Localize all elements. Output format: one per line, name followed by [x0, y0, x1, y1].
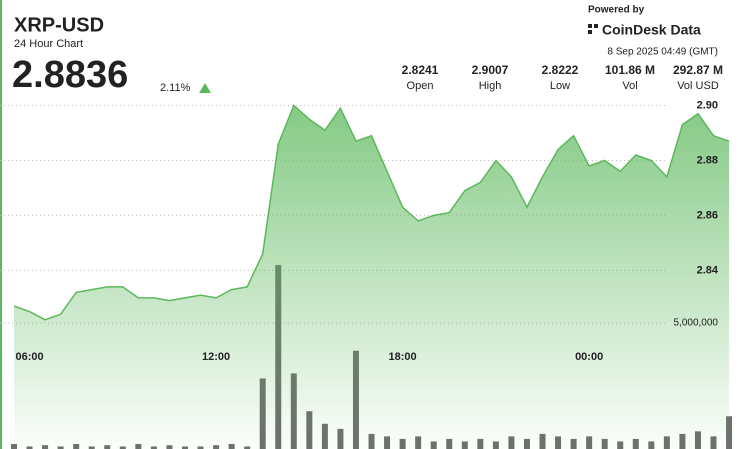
stat-label: Vol USD [677, 80, 719, 92]
stat-value: 2.9007 [472, 63, 509, 77]
price-line [13, 104, 730, 321]
y-tick-label: 2.90 [697, 99, 718, 111]
x-tick-label: 06:00 [15, 351, 43, 363]
powered-by: Powered by [588, 5, 645, 16]
stat-value: 292.87 M [673, 63, 723, 77]
subtitle: 24 Hour Chart [14, 38, 83, 50]
stat-label: High [479, 80, 502, 92]
logo [588, 24, 592, 28]
stat-value: 2.8222 [542, 63, 579, 77]
stat-label: Low [550, 80, 570, 92]
x-tick-label: 00:00 [575, 351, 603, 363]
stat-label: Vol [622, 80, 637, 92]
stat-value: 2.8241 [402, 63, 439, 77]
y-tick-label: 2.84 [697, 264, 719, 276]
symbol: XRP-USD [14, 14, 104, 36]
stat-label: Open [407, 80, 434, 92]
stat-value: 101.86 M [605, 63, 655, 77]
price: 2.8836 [12, 54, 128, 96]
x-tick-label: 12:00 [202, 351, 230, 363]
x-tick-label: 18:00 [389, 351, 417, 363]
volume-bar [10, 443, 17, 449]
logo [588, 30, 592, 34]
change: 2.11% [160, 82, 191, 94]
up-arrow [199, 83, 211, 93]
timestamp: 8 Sep 2025 04:49 (GMT) [607, 47, 718, 58]
y-tick-label: 2.86 [697, 209, 718, 221]
y-tick-label: 2.88 [697, 154, 718, 166]
brand: CoinDesk Data [602, 22, 701, 38]
y2-tick-label: 5,000,000 [674, 318, 719, 329]
price-area [13, 105, 730, 449]
logo [594, 24, 598, 28]
